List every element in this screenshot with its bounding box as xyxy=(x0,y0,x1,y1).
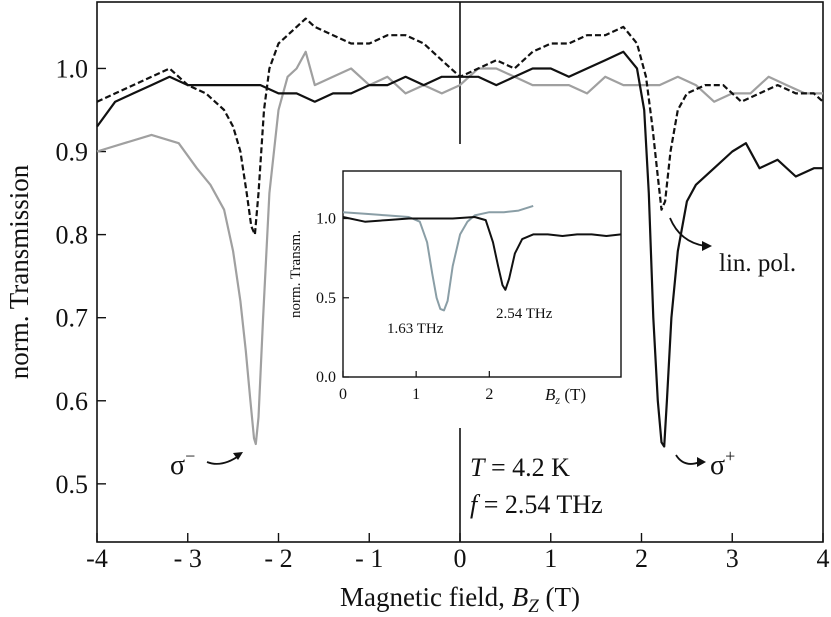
y-tick-label: 1.0 xyxy=(56,54,89,83)
x-axis-ticks: -4 - 3 - 2 - 1 0 1 2 3 4 xyxy=(86,533,830,573)
y-tick-label: 0.9 xyxy=(56,138,89,167)
sigma-minus-label: σ− xyxy=(170,446,195,481)
inset-x-tick-label: 0 xyxy=(339,386,347,403)
inset-x-axis-label: Bz (T) xyxy=(545,385,586,407)
series-line-1 xyxy=(96,17,824,236)
y-tick-label: 0.6 xyxy=(56,387,89,416)
inset-y-axis-ticks: 0.0 0.5 1.0 xyxy=(316,211,349,386)
inset-y-tick-label: 1.0 xyxy=(316,211,336,228)
series-layer xyxy=(96,17,824,448)
x-tick-label: 1 xyxy=(544,544,557,573)
y-axis-ticks: 0.5 0.6 0.7 0.8 0.9 1.0 xyxy=(56,54,106,499)
y-tick-label: 0.7 xyxy=(56,304,89,333)
sigma-minus-arrow-icon xyxy=(206,454,241,465)
sigma-plus-arrow-icon xyxy=(675,454,701,465)
x-axis-label: Magnetic field, BZ (T) xyxy=(340,582,580,617)
inset-x-tick-label: 2 xyxy=(485,386,493,403)
inset-series-line-0 xyxy=(342,204,534,312)
x-tick-label: 4 xyxy=(817,544,830,573)
lin-pol-arrowhead-icon xyxy=(702,241,712,251)
frequency-label: f = 2.54 THz xyxy=(470,490,603,519)
inset-y-axis-label: norm. Transm. xyxy=(288,230,304,318)
sigma-minus-arrowhead-icon xyxy=(233,452,243,460)
x-tick-label: 3 xyxy=(726,544,739,573)
x-tick-label: - 1 xyxy=(355,544,383,573)
inset-y-tick-label: 0.5 xyxy=(316,290,336,307)
y-tick-label: 0.5 xyxy=(56,470,89,499)
inset-frame xyxy=(342,170,622,378)
x-tick-label: - 2 xyxy=(264,544,292,573)
inset-series-layer xyxy=(342,204,622,312)
x-tick-label: -4 xyxy=(86,544,108,573)
temperature-label: T = 4.2 K xyxy=(470,453,570,482)
y-axis-label: norm. Transmission xyxy=(4,164,34,379)
series-line-0 xyxy=(96,50,823,446)
inset-series-line-1 xyxy=(342,216,622,291)
inset-y-tick-label: 0.0 xyxy=(316,369,336,386)
sigma-plus-label: σ+ xyxy=(710,446,735,481)
inset-x-tick-label: 1 xyxy=(412,386,420,403)
sigma-plus-arrowhead-icon xyxy=(697,457,706,467)
x-tick-label: 2 xyxy=(635,544,648,573)
inset-label-1-63-thz: 1.63 THz xyxy=(387,321,444,337)
inset-chart: 0 1 2 0.0 0.5 1.0 norm. Transm. Bz (T) 1.63 … xyxy=(288,170,622,407)
x-tick-label: - 3 xyxy=(174,544,202,573)
y-tick-label: 0.8 xyxy=(56,221,89,250)
series-line-2 xyxy=(96,50,823,448)
lin-pol-label: lin. pol. xyxy=(719,250,796,277)
lin-pol-arrow-icon xyxy=(669,217,706,247)
inset-x-axis-ticks: 0 1 2 xyxy=(339,371,493,403)
inset-label-2-54-thz: 2.54 THz xyxy=(496,306,553,322)
x-tick-label: 0 xyxy=(454,544,467,573)
